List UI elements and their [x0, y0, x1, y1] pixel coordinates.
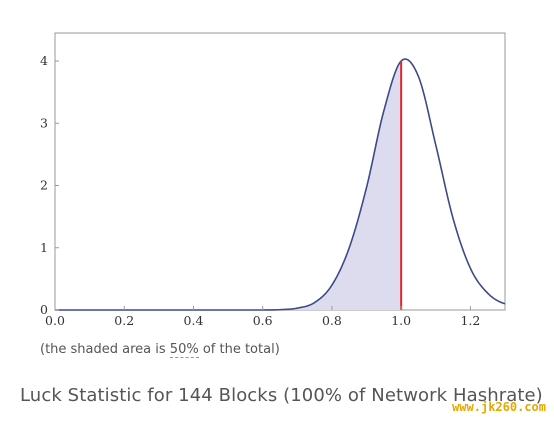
note-prefix: (the shaded area is — [40, 342, 170, 357]
note-suffix: of the total) — [198, 342, 280, 357]
y-tick-label: 0 — [40, 302, 48, 317]
chart-caption: Luck Statistic for 144 Blocks (100% of N… — [20, 385, 543, 406]
y-axis: 0 1 2 3 4 — [40, 53, 59, 317]
x-tick-label: 0.2 — [114, 313, 134, 328]
plot-frame — [54, 32, 506, 311]
x-tick-label: 1.2 — [460, 313, 480, 328]
y-tick-label: 1 — [40, 240, 48, 255]
site-watermark: www.jk260.com — [452, 400, 546, 414]
y-tick-label: 3 — [40, 115, 48, 130]
x-tick-label: 0.8 — [322, 313, 342, 328]
y-tick-label: 2 — [40, 178, 48, 193]
shaded-area-note: (the shaded area is 50% of the total) — [40, 342, 280, 358]
density-curve — [55, 58, 506, 311]
shaded-area — [55, 61, 402, 310]
note-percent[interactable]: 50% — [169, 342, 199, 358]
luck-density-chart: 0.0 0.2 0.4 0.6 0.8 1.0 1.2 0 1 2 3 4 — [40, 32, 506, 328]
x-tick-label: 0.6 — [253, 313, 273, 328]
x-tick-label: 0.0 — [45, 313, 65, 328]
x-tick-label: 0.4 — [184, 313, 204, 328]
x-axis: 0.0 0.2 0.4 0.6 0.8 1.0 1.2 — [45, 306, 480, 328]
y-tick-label: 4 — [40, 53, 48, 68]
x-tick-label: 1.0 — [391, 313, 411, 328]
